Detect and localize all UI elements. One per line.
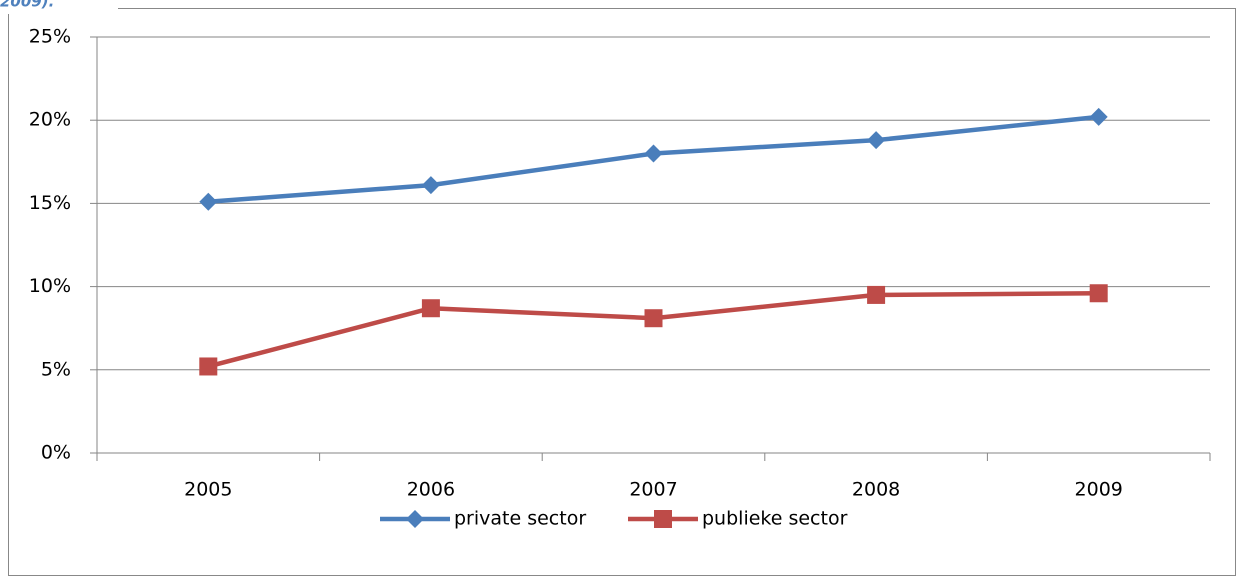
legend-label: publieke sector (702, 508, 848, 530)
marker (644, 144, 663, 163)
marker (867, 131, 886, 150)
y-tick-label: 20% (29, 109, 71, 131)
marker (1089, 284, 1108, 303)
x-tick-label: 2009 (1075, 479, 1123, 501)
marker (199, 192, 218, 211)
marker (406, 510, 424, 528)
y-tick-label: 0% (41, 442, 71, 464)
legend-label: private sector (454, 508, 586, 530)
marker (199, 357, 218, 376)
marker (867, 285, 886, 304)
marker (421, 299, 440, 318)
marker (1089, 107, 1108, 126)
y-tick-label: 10% (29, 275, 71, 297)
marker (644, 309, 663, 328)
caption-bg (0, 0, 118, 14)
x-tick-label: 2008 (852, 479, 900, 501)
x-tick-label: 2007 (629, 479, 677, 501)
marker (421, 176, 440, 195)
y-tick-label: 25% (29, 26, 71, 48)
marker (654, 510, 672, 528)
caption: 2009). (0, 0, 54, 11)
x-tick-label: 2006 (407, 479, 455, 501)
y-tick-label: 5% (41, 358, 71, 380)
x-tick-label: 2005 (184, 479, 232, 501)
y-tick-label: 15% (29, 192, 71, 214)
